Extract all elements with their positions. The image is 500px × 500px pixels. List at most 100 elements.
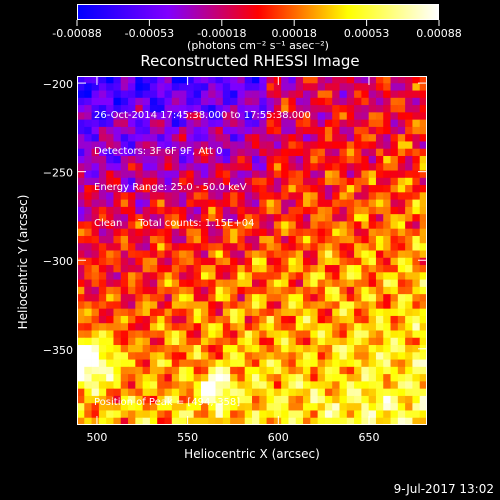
heatmap-cell (120, 366, 129, 375)
heatmap-cell (208, 163, 216, 171)
heatmap-cell (149, 410, 158, 419)
heatmap-cell (397, 126, 406, 135)
heatmap-cell (317, 126, 326, 135)
heatmap-cell (383, 352, 391, 360)
heatmap-cell (361, 76, 370, 84)
heatmap-cell (361, 243, 370, 251)
heatmap-cell (281, 105, 289, 113)
heatmap-cell (339, 90, 348, 99)
heatmap-cell (244, 337, 253, 346)
heatmap-cell (84, 105, 92, 113)
heatmap-cell (208, 337, 216, 346)
heatmap-cell (412, 76, 421, 84)
heatmap-cell (106, 155, 114, 164)
heatmap-cell (77, 155, 85, 164)
heatmap-cell (259, 417, 267, 425)
heatmap-cell (405, 134, 413, 142)
heatmap-cell (259, 330, 267, 339)
heatmap-cell (346, 294, 355, 302)
heatmap-cell (295, 192, 304, 200)
heatmap-cell (113, 148, 122, 157)
heatmap-cell (317, 97, 326, 106)
heatmap-cell (252, 141, 260, 150)
heatmap-cell (317, 279, 326, 288)
heatmap-cell (295, 250, 304, 259)
heatmap-cell (368, 395, 377, 404)
heatmap-cell (171, 163, 180, 171)
heatmap-cell (193, 308, 202, 317)
observation-info: 26-Oct-2014 17:45:38.000 to 17:55:38.000… (94, 86, 311, 242)
heatmap-cell (303, 337, 311, 346)
heatmap-cell (91, 403, 100, 411)
heatmap-cell (354, 221, 362, 230)
heatmap-cell (77, 294, 85, 302)
heatmap-cell (361, 272, 370, 280)
heatmap-cell (397, 119, 406, 128)
heatmap-cell (157, 257, 165, 266)
heatmap-cell (222, 90, 231, 99)
heatmap-cell (193, 235, 202, 244)
heatmap-cell (244, 403, 253, 411)
colorbar-tick-label: -0.00018 (197, 27, 246, 40)
heatmap-cell (77, 403, 85, 411)
heatmap-cell (324, 192, 333, 200)
heatmap-cell (273, 192, 282, 200)
heatmap-cell (179, 243, 187, 251)
heatmap-cell (339, 417, 348, 425)
heatmap-cell (390, 199, 399, 208)
heatmap-cell (339, 403, 348, 411)
heatmap-cell (339, 112, 348, 121)
heatmap-cell (142, 221, 151, 230)
heatmap-cell (317, 315, 326, 324)
heatmap-cell (128, 206, 136, 215)
heatmap-cell (405, 395, 413, 404)
heatmap-cell (106, 177, 114, 186)
heatmap-cell (230, 243, 238, 251)
x-axis-label: Heliocentric X (arcsec) (184, 447, 320, 461)
heatmap-cell (135, 294, 144, 302)
heatmap-cell (164, 76, 173, 84)
heatmap-cell (252, 97, 260, 106)
heatmap-cell (332, 90, 340, 99)
heatmap-cell (106, 359, 114, 368)
heatmap-cell (354, 105, 362, 113)
heatmap-cell (237, 410, 246, 419)
heatmap-cell (149, 308, 158, 317)
heatmap-cell (84, 308, 92, 317)
heatmap-cell (157, 381, 165, 390)
heatmap-cell (273, 170, 282, 179)
heatmap-cell (128, 90, 136, 99)
heatmap-cell (354, 257, 362, 266)
heatmap-cell (149, 388, 158, 397)
heatmap-cell (361, 192, 370, 200)
heatmap-cell (252, 410, 260, 419)
heatmap-cell (164, 97, 173, 106)
heatmap-cell (244, 134, 253, 142)
heatmap-cell (164, 141, 173, 150)
heatmap-cell (193, 359, 202, 368)
heatmap-cell (98, 352, 107, 360)
heatmap-cell (303, 170, 311, 179)
heatmap-cell (266, 177, 275, 186)
heatmap-cell (193, 330, 202, 339)
heatmap-cell (106, 337, 114, 346)
heatmap-cell (193, 265, 202, 273)
heatmap-cell (346, 214, 355, 222)
heatmap-cell (317, 221, 326, 230)
heatmap-cell (215, 199, 224, 208)
heatmap-cell (179, 330, 187, 339)
heatmap-cell (390, 126, 399, 135)
heatmap-cell (332, 388, 340, 397)
heatmap-cell (215, 308, 224, 317)
heatmap-cell (354, 250, 362, 259)
heatmap-cell (157, 206, 165, 215)
heatmap-cell (405, 199, 413, 208)
heatmap-cell (310, 286, 319, 295)
heatmap-cell (149, 279, 158, 288)
heatmap-cell (303, 388, 311, 397)
heatmap-cell (186, 301, 195, 310)
heatmap-cell (375, 141, 384, 150)
heatmap-cell (419, 155, 427, 164)
heatmap-cell (303, 199, 311, 208)
heatmap-cell (390, 388, 399, 397)
